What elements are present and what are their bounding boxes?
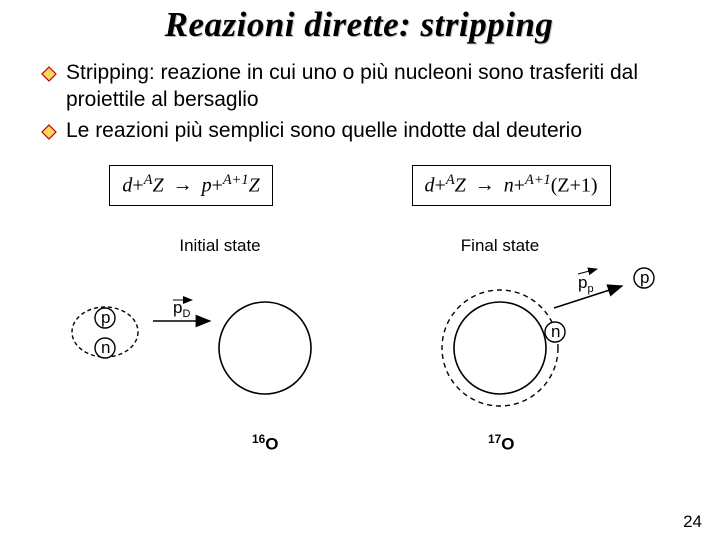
pp-arrow-label: pp — [578, 273, 594, 295]
bullet-text: Le reazioni più semplici sono quelle ind… — [66, 118, 582, 145]
diamond-icon — [40, 65, 58, 83]
pd-arrow-label: pD — [173, 298, 190, 320]
page-number: 24 — [683, 512, 702, 532]
bullet-text: Stripping: reazione in cui uno o più nuc… — [66, 60, 688, 114]
diagram: p n pD n pp p 16O 17O — [0, 256, 720, 476]
pp-vector-over — [578, 269, 597, 274]
title-front: Reazioni dirette: stripping — [0, 5, 719, 45]
slide: Reazioni dirette: stripping Reazioni dir… — [0, 6, 720, 540]
equation-row: d+AZ → p+A+1Z d+AZ → n+A+1(Z+1) — [70, 165, 650, 207]
bullet-list: Stripping: reazione in cui uno o più nuc… — [40, 60, 688, 145]
slide-title: Reazioni dirette: stripping Reazioni dir… — [0, 6, 720, 46]
target-final-solid — [454, 302, 546, 394]
bullet-item: Le reazioni più semplici sono quelle ind… — [40, 118, 688, 145]
target-initial — [219, 302, 311, 394]
final-state-label: Final state — [360, 236, 640, 256]
equation-2: d+AZ → n+A+1(Z+1) — [412, 165, 611, 207]
deuteron-neutron-label: n — [101, 338, 110, 357]
captured-neutron-label: n — [551, 322, 560, 341]
diamond-icon — [40, 123, 58, 141]
equation-1: d+AZ → p+A+1Z — [109, 165, 272, 207]
state-labels: Initial state Final state — [0, 236, 720, 256]
isotope-final: 17O — [488, 432, 514, 455]
target-final-dashed — [442, 290, 558, 406]
deuteron-proton-label: p — [101, 308, 110, 327]
diagram-svg: p n pD n pp p — [0, 256, 720, 476]
bullet-item: Stripping: reazione in cui uno o più nuc… — [40, 60, 688, 114]
outgoing-proton-label: p — [640, 268, 649, 287]
initial-state-label: Initial state — [80, 236, 360, 256]
isotope-initial: 16O — [252, 432, 278, 455]
